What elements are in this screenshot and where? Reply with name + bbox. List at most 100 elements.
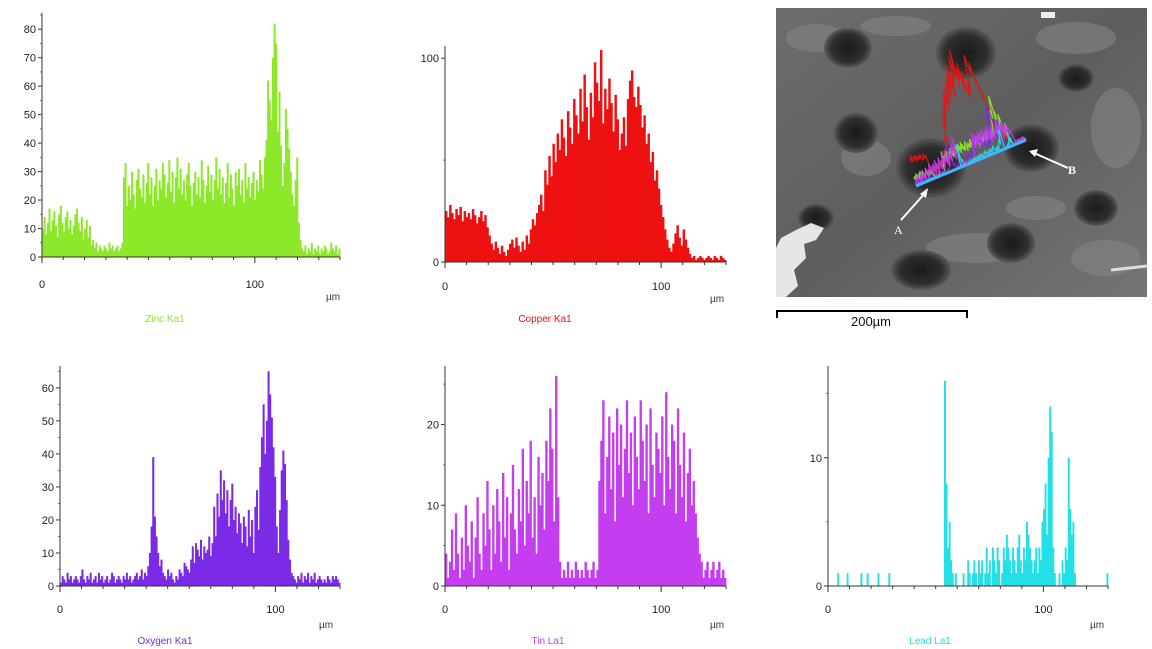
data-bar [647,133,650,262]
data-bar [196,549,199,586]
data-bar [710,569,713,586]
data-bar [152,205,155,257]
y-tick-label: 0 [816,581,822,593]
y-tick-label: 0 [48,581,54,593]
data-bar [241,543,244,586]
data-bar [176,579,179,586]
data-bar [144,202,147,257]
data-bar [594,577,597,586]
data-bar [93,248,96,257]
y-tick-label: 80 [24,24,36,36]
data-bar [239,523,242,586]
y-tick-label: 50 [24,110,36,122]
data-bar [573,98,576,262]
data-bar [645,143,648,262]
data-bar [1029,547,1032,586]
data-bar [1067,457,1070,586]
data-bar [488,529,491,586]
data-bar [1021,573,1024,586]
data-bar [252,171,255,257]
x-axis-unit-label: µm [319,620,333,631]
data-bar [568,127,572,263]
y-tick-label: 0 [30,252,36,264]
marker-a-label: A [894,223,903,237]
data-bar [549,408,552,586]
data-bar [657,188,661,262]
data-bar [713,255,717,262]
data-bar [558,149,562,262]
data-bar [535,213,539,262]
data-bar [169,191,172,257]
data-bar [944,380,946,586]
data-bar [167,569,170,586]
data-bar [204,552,207,586]
data-bar [182,180,185,257]
data-bar [228,526,231,586]
data-bar [233,205,236,257]
data-bar [307,248,310,257]
data-bar [1030,560,1033,586]
data-bar [600,440,603,586]
data-bar [542,211,545,262]
data-bar [333,251,336,257]
data-bar [234,506,237,586]
data-bar [285,500,288,586]
data-bar [163,174,166,257]
data-bar [668,247,671,262]
data-bar [179,168,182,257]
data-bar [131,171,134,257]
data-bar [1022,547,1025,586]
data-bar [445,553,448,586]
data-bar [106,576,109,586]
data-bar [264,453,267,586]
x-tick-label: 0 [442,604,448,616]
data-bar [622,117,626,262]
copper-chart: 0 100 0 100 µm [0,0,760,330]
data-bar [142,174,145,257]
data-bar [231,188,234,257]
data-bar [574,561,578,586]
data-bar [51,219,54,257]
data-bar [981,560,984,586]
data-bar [64,582,67,586]
data-bar [581,121,584,263]
data-bar [172,579,175,586]
data-bar [589,92,593,262]
data-bar [505,497,509,586]
data-bar [987,573,990,586]
data-bar [445,211,448,262]
data-bar [519,521,523,586]
data-bar [195,543,198,586]
data-bar [659,472,662,586]
data-bar [61,576,64,586]
data-bar [126,205,129,257]
data-bar [617,464,621,586]
data-bar [280,470,283,586]
data-bar [281,185,284,257]
data-bar [330,582,333,586]
data-bar [630,70,634,262]
data-bar [302,582,305,586]
data-bar [547,481,550,586]
data-bar [552,143,555,262]
data-bar [265,420,268,586]
data-bar [471,209,475,262]
y-tick-label: 10 [427,500,439,512]
data-bar [525,481,528,586]
data-bar [1070,534,1073,586]
data-bar [486,227,489,262]
data-bar [310,576,313,586]
data-bar [215,157,218,257]
data-bar [317,245,320,257]
data-bar [284,108,287,257]
data-bar [988,560,991,586]
data-bar [584,561,587,586]
data-bar [330,242,333,257]
data-bar [251,519,254,586]
data-bar [1064,547,1067,586]
data-bar [263,157,266,257]
data-bar [521,241,524,262]
data-bar [1018,534,1021,586]
data-bar [116,245,119,257]
data-bar [73,579,76,586]
